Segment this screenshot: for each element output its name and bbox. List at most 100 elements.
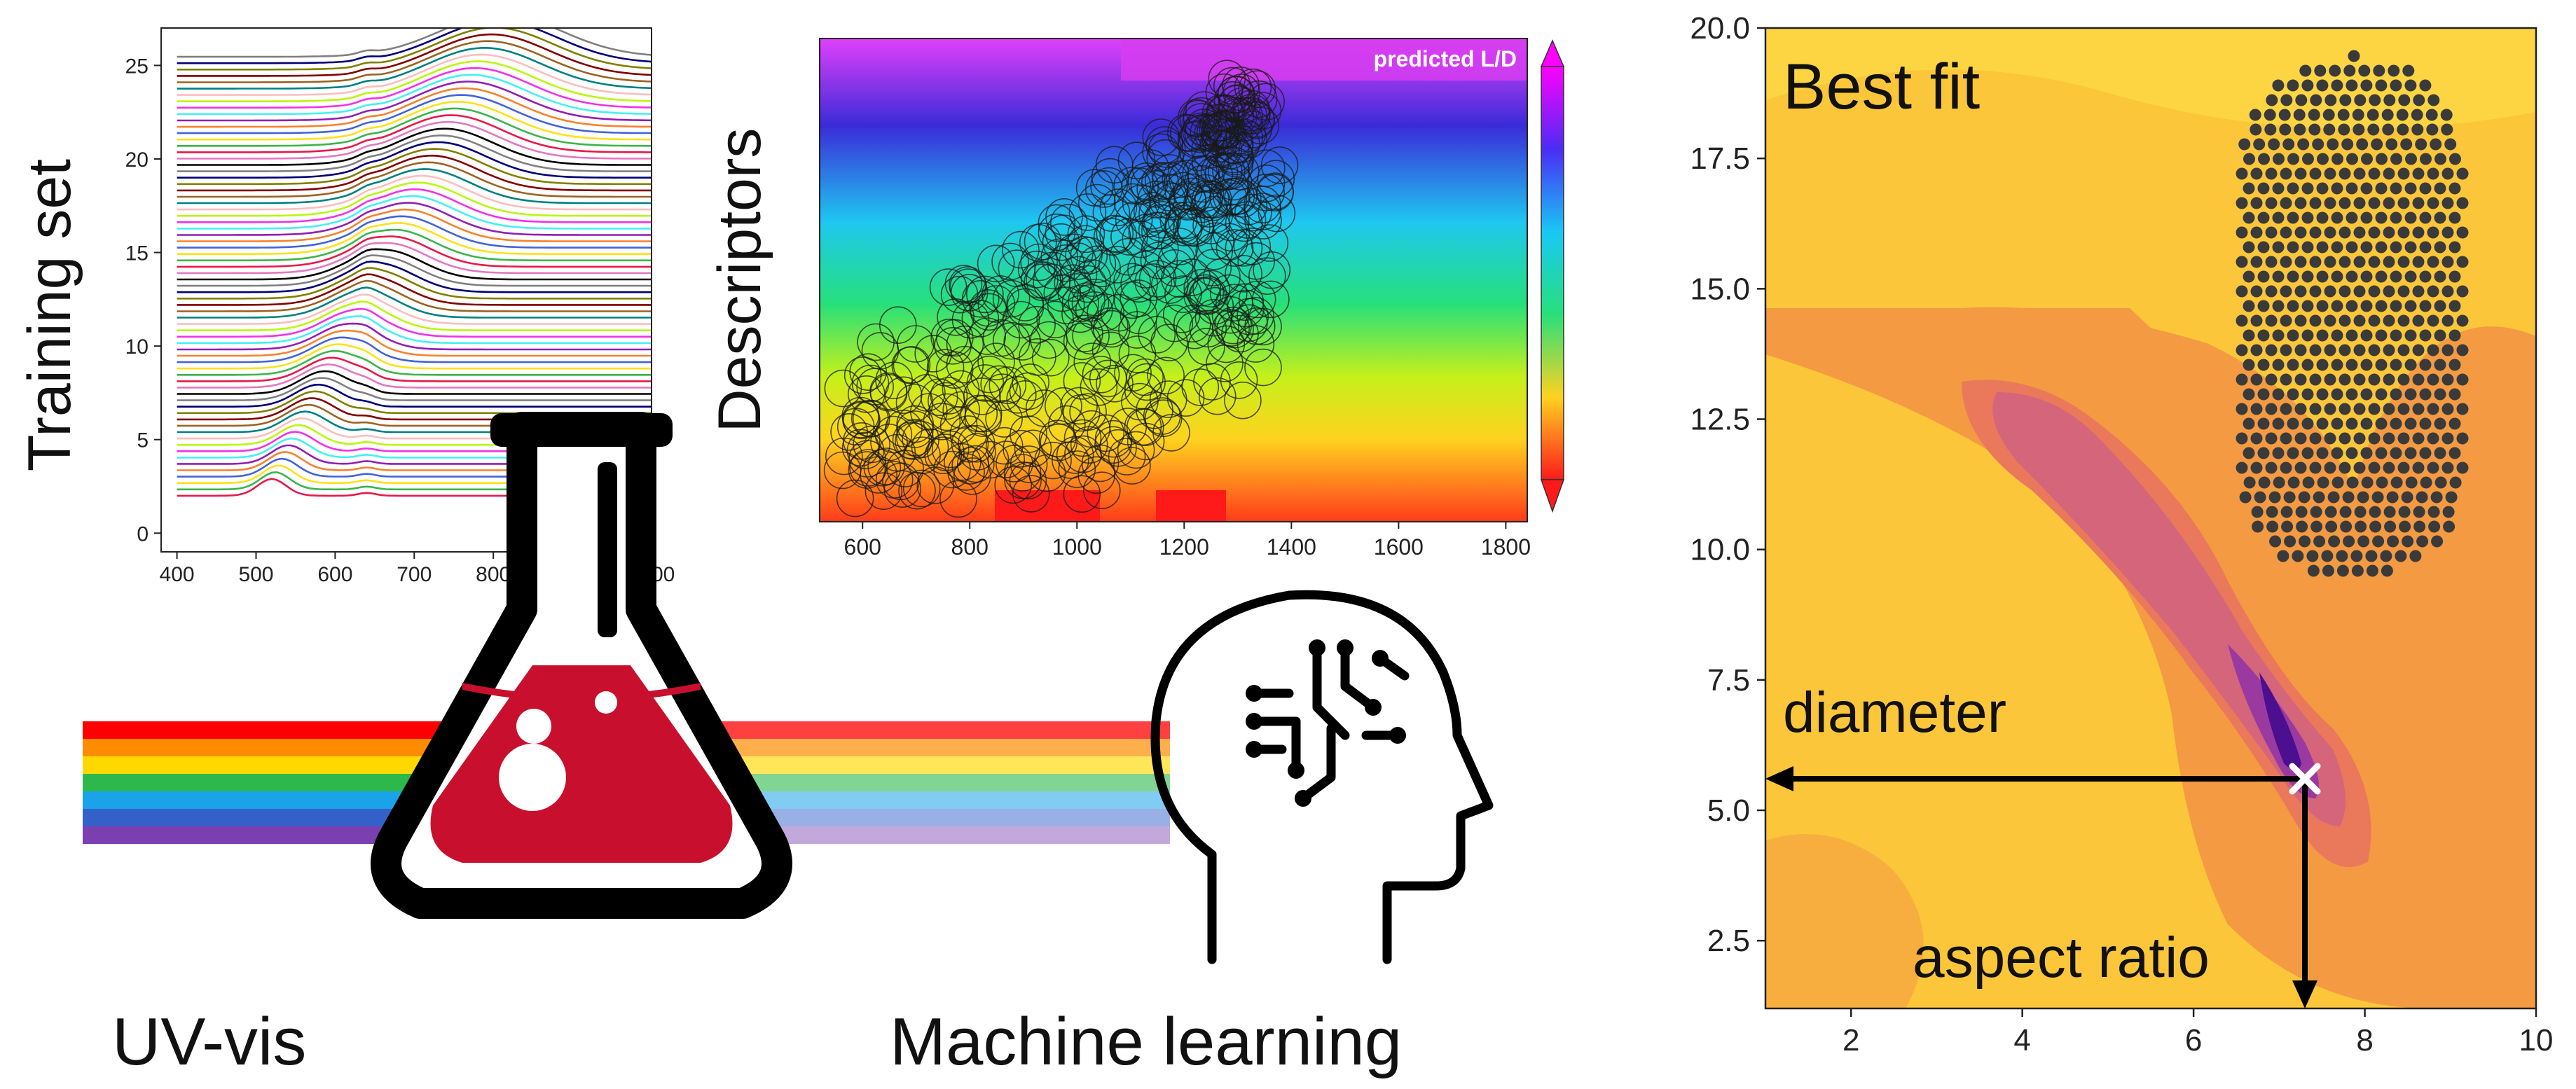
atom-dot	[2257, 417, 2270, 430]
atom-dot	[2358, 64, 2371, 77]
atom-dot	[2294, 344, 2307, 356]
spectrum-line	[177, 181, 652, 217]
atom-dot	[2287, 359, 2299, 371]
atom-dot	[2339, 94, 2352, 106]
descriptor-point	[848, 451, 886, 489]
descriptor-point	[1003, 323, 1041, 361]
descriptor-point	[869, 373, 908, 412]
atom-dot	[2368, 344, 2381, 356]
fit-y-ticks: 2.5 5.0 7.5 10.0 12.5 15.0 17.5 20.0	[1690, 11, 1765, 958]
spectrum-line	[177, 208, 652, 242]
atom-dot	[2442, 506, 2455, 518]
atom-dot	[2339, 314, 2351, 327]
atom-dot	[2296, 520, 2308, 533]
atom-dot	[2383, 344, 2395, 356]
descriptor-point	[939, 480, 977, 518]
descriptor-point	[1038, 204, 1076, 242]
atom-dot	[2257, 211, 2270, 224]
atom-dot	[2272, 270, 2285, 283]
atom-dot	[2264, 123, 2277, 136]
atom-dot	[2301, 182, 2314, 195]
descriptor-point	[1064, 435, 1102, 473]
tick-label: 8	[2356, 1023, 2373, 1057]
spectrum-line	[177, 28, 652, 64]
tick-label: 25	[125, 55, 149, 78]
spectrum-line	[177, 370, 652, 395]
tick-label: 2	[1843, 1023, 1859, 1057]
flask-highlight	[598, 462, 617, 637]
atom-dot	[2331, 270, 2343, 283]
tick-label: 1800	[1481, 534, 1531, 560]
descriptor-point	[895, 384, 934, 422]
descriptor-point	[1024, 222, 1062, 261]
atom-dot	[2449, 153, 2461, 165]
atom-dot	[2253, 138, 2266, 151]
atom-dot	[2280, 314, 2292, 327]
descriptor-point	[1225, 204, 1263, 242]
atom-dot	[2404, 211, 2417, 224]
atom-dot	[2382, 123, 2395, 136]
atom-dot	[2383, 285, 2395, 298]
diameter-label: diameter	[1783, 681, 2006, 744]
atom-dot	[2397, 123, 2409, 136]
descriptor-point	[1093, 218, 1131, 256]
atom-dot	[2292, 550, 2304, 562]
atom-dot	[2397, 285, 2410, 298]
atom-dot	[2301, 300, 2314, 312]
descriptor-point	[1087, 293, 1124, 331]
rainbow-band-right	[694, 721, 1170, 739]
atom-dot	[2390, 270, 2402, 283]
atom-dot	[2419, 359, 2432, 371]
descriptor-point	[1082, 355, 1120, 394]
atom-dot	[2346, 270, 2358, 283]
descriptor-point	[1059, 242, 1097, 280]
atom-dot	[2329, 64, 2341, 77]
spectrum-line	[177, 107, 652, 147]
tick-label: 0	[137, 522, 149, 546]
atom-dot	[2368, 432, 2381, 445]
spectrum-line	[177, 202, 652, 236]
atom-dot	[2301, 388, 2314, 401]
atom-dot	[2308, 123, 2321, 136]
atom-dot	[2236, 226, 2248, 239]
atom-dot	[2324, 344, 2336, 356]
spectrum-line	[177, 215, 652, 249]
descriptor-point	[1258, 194, 1296, 233]
descriptor-point	[949, 415, 988, 453]
descriptor-point	[1141, 211, 1179, 250]
atom-dot	[2448, 300, 2461, 312]
atom-dot	[2360, 447, 2373, 459]
atom-dot	[2383, 197, 2395, 209]
descriptor-point	[1020, 243, 1058, 282]
descriptor-point	[1238, 70, 1276, 108]
atom-dot	[2415, 138, 2427, 151]
atom-dot	[2295, 506, 2308, 518]
rainbow-band-right	[694, 774, 1170, 791]
atom-dot	[2353, 432, 2366, 445]
atom-dot	[2339, 167, 2351, 180]
tick-label: 10	[125, 335, 149, 359]
atom-dot	[2398, 94, 2411, 106]
descriptor-point	[849, 353, 887, 391]
atom-dot	[2375, 329, 2388, 342]
descriptor-point	[951, 300, 990, 339]
atom-dot	[2404, 300, 2417, 312]
atom-dot	[2351, 564, 2364, 577]
descriptor-point	[1120, 296, 1158, 335]
atom-dot	[2441, 403, 2454, 415]
atom-dot	[2340, 520, 2353, 533]
atom-dot	[2250, 344, 2263, 356]
atom-dot	[2441, 432, 2454, 445]
atom-dot	[2322, 109, 2335, 121]
descriptor-point	[1192, 270, 1230, 308]
atom-dot	[2236, 403, 2248, 415]
descriptor-point	[1216, 139, 1255, 178]
descriptor-point	[1025, 389, 1063, 427]
atom-dot	[2398, 506, 2411, 518]
atom-dot	[2400, 138, 2413, 151]
atom-dot	[2316, 241, 2329, 254]
atom-dot	[2375, 300, 2388, 312]
atom-dot	[2309, 403, 2322, 415]
atom-dot	[2308, 109, 2320, 121]
atom-dot	[2383, 314, 2395, 327]
